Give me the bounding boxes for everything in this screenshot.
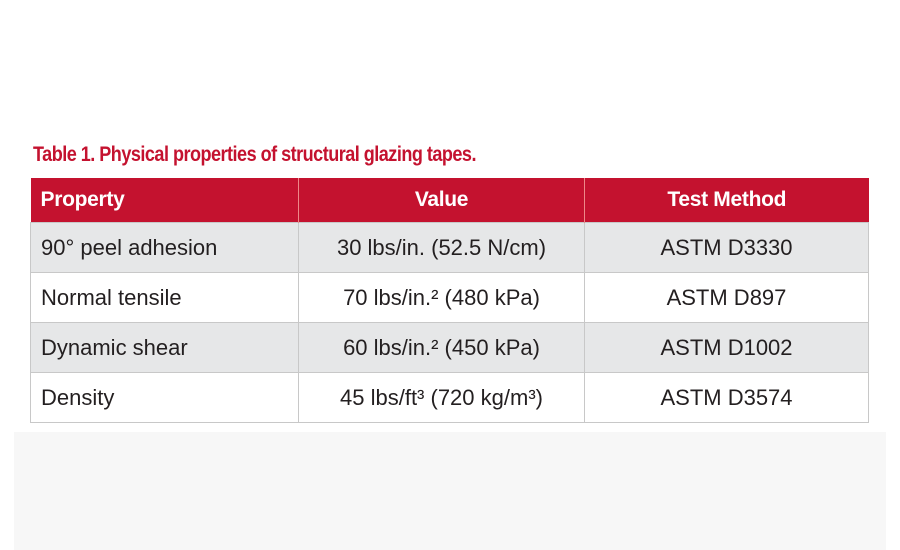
table-row: 90° peel adhesion 30 lbs/in. (52.5 N/cm) A…: [30, 222, 869, 273]
table-cell: Density: [30, 372, 299, 423]
header-cell: Value: [298, 178, 585, 223]
table-title: Table 1. Physical properties of structur…: [33, 143, 476, 166]
table-cell: 30 lbs/in. (52.5 N/cm): [298, 222, 585, 273]
backdrop: [14, 432, 886, 550]
table-cell: 70 lbs/in.² (480 kPa): [298, 272, 585, 323]
table-row: Normal tensile 70 lbs/in.² (480 kPa) ASTM …: [30, 272, 869, 323]
header-cell: Property: [30, 178, 299, 223]
table-cell: 45 lbs/ft³ (720 kg/m³): [298, 372, 585, 423]
table-cell: Dynamic shear: [30, 322, 299, 373]
table-row: Density 45 lbs/ft³ (720 kg/m³) ASTM D3574: [30, 372, 869, 423]
table-row: Dynamic shear 60 lbs/in.² (450 kPa) ASTM D…: [30, 322, 869, 373]
table-cell: 60 lbs/in.² (450 kPa): [298, 322, 585, 373]
table-cell: ASTM D897: [584, 272, 869, 323]
properties-table: Property Value Test Method 90° peel adhesi…: [30, 178, 869, 423]
table-cell: ASTM D3330: [584, 222, 869, 273]
table-cell: ASTM D3574: [584, 372, 869, 423]
header-row: Property Value Test Method: [30, 178, 869, 223]
header-cell: Test Method: [584, 178, 869, 223]
table-cell: 90° peel adhesion: [30, 222, 299, 273]
table-cell: Normal tensile: [30, 272, 299, 323]
table-body: 90° peel adhesion 30 lbs/in. (52.5 N/cm) A…: [30, 222, 869, 423]
table-cell: ASTM D1002: [584, 322, 869, 373]
